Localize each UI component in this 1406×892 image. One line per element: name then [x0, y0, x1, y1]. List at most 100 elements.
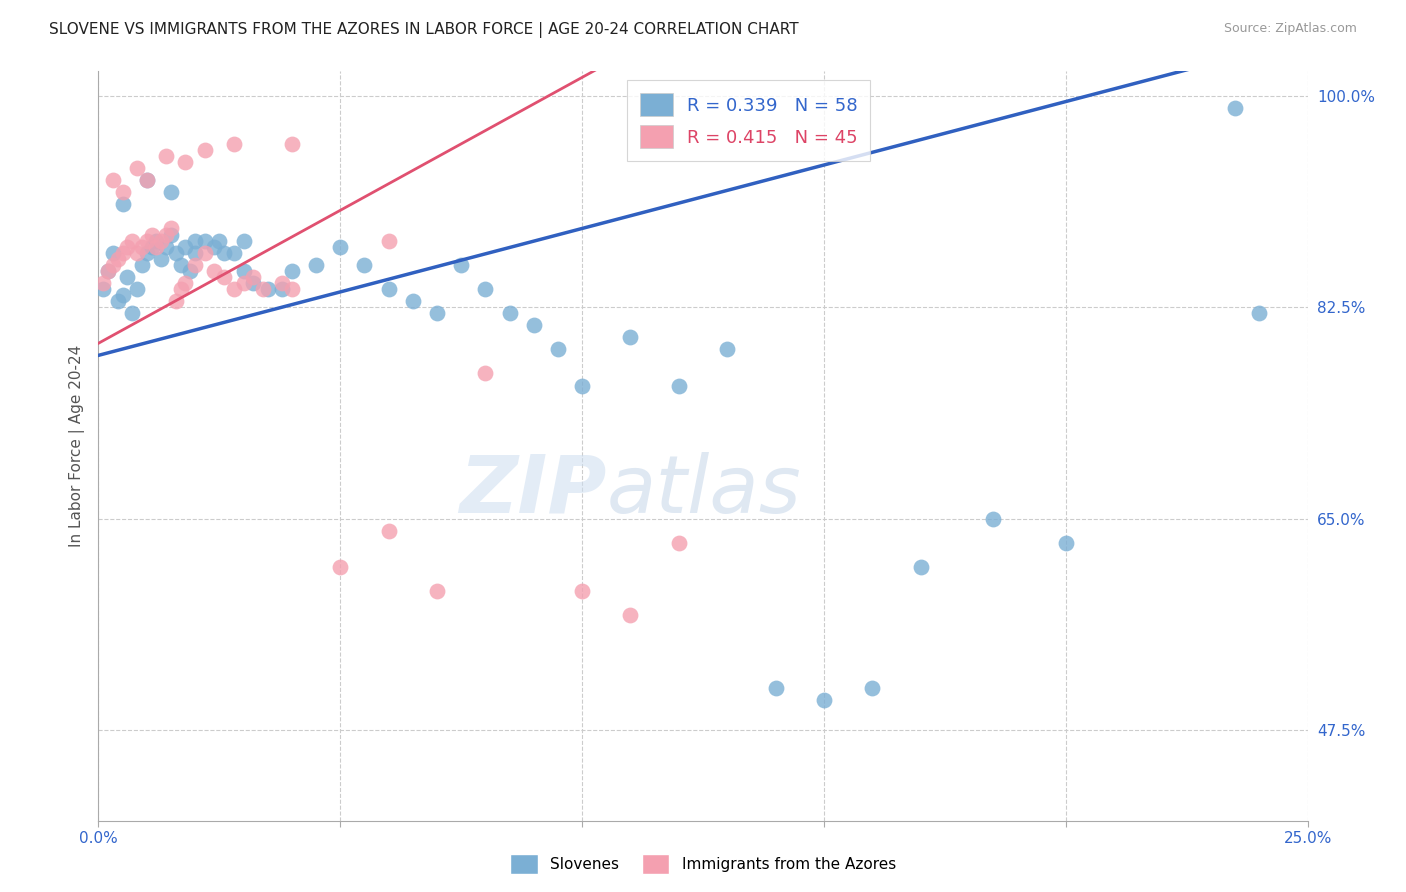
Point — [571, 378, 593, 392]
Point — [474, 282, 496, 296]
Point — [165, 293, 187, 308]
Point — [174, 239, 197, 253]
Point — [155, 149, 177, 163]
Point — [329, 239, 352, 253]
Point — [212, 245, 235, 260]
Point — [91, 282, 114, 296]
Point — [271, 282, 294, 296]
Point — [160, 227, 183, 242]
Point — [1249, 306, 1271, 320]
Point — [1054, 535, 1077, 549]
Point — [141, 239, 163, 253]
Point — [174, 276, 197, 290]
Point — [232, 234, 254, 248]
Point — [194, 245, 217, 260]
Point — [498, 306, 520, 320]
Point — [111, 185, 134, 199]
Point — [145, 239, 167, 253]
Point — [668, 535, 690, 549]
Point — [204, 264, 226, 278]
Point — [111, 288, 134, 302]
Point — [150, 234, 173, 248]
Text: Source: ZipAtlas.com: Source: ZipAtlas.com — [1223, 22, 1357, 36]
Point — [353, 258, 375, 272]
Y-axis label: In Labor Force | Age 20-24: In Labor Force | Age 20-24 — [69, 345, 84, 547]
Point — [174, 155, 197, 169]
Point — [184, 258, 207, 272]
Point — [305, 258, 328, 272]
Point — [179, 264, 201, 278]
Point — [131, 258, 153, 272]
Point — [184, 245, 207, 260]
Point — [402, 293, 425, 308]
Point — [107, 252, 129, 266]
Point — [547, 343, 569, 357]
Point — [101, 245, 124, 260]
Point — [169, 258, 191, 272]
Point — [765, 681, 787, 695]
Point — [91, 276, 114, 290]
Point — [252, 282, 274, 296]
Point — [232, 264, 254, 278]
Point — [329, 559, 352, 574]
Point — [523, 318, 546, 333]
Point — [208, 234, 231, 248]
Point — [256, 282, 278, 296]
Point — [212, 269, 235, 284]
Point — [222, 136, 245, 151]
Point — [271, 276, 294, 290]
Point — [1223, 101, 1246, 115]
Point — [111, 245, 134, 260]
Legend: R = 0.339   N = 58, R = 0.415   N = 45: R = 0.339 N = 58, R = 0.415 N = 45 — [627, 80, 870, 161]
Point — [450, 258, 472, 272]
Point — [377, 282, 399, 296]
Point — [160, 185, 183, 199]
Point — [127, 161, 149, 175]
Point — [135, 245, 157, 260]
Point — [377, 524, 399, 538]
Point — [222, 245, 245, 260]
Point — [160, 221, 183, 235]
Point — [910, 559, 932, 574]
Point — [194, 143, 217, 157]
Point — [474, 367, 496, 381]
Point — [619, 330, 641, 344]
Point — [155, 227, 177, 242]
Point — [184, 234, 207, 248]
Point — [232, 276, 254, 290]
Point — [813, 693, 835, 707]
Point — [117, 239, 139, 253]
Point — [97, 264, 120, 278]
Point — [281, 282, 304, 296]
Point — [169, 282, 191, 296]
Point — [135, 234, 157, 248]
Point — [131, 239, 153, 253]
Point — [619, 608, 641, 623]
Point — [204, 239, 226, 253]
Text: atlas: atlas — [606, 452, 801, 530]
Point — [97, 264, 120, 278]
Point — [127, 282, 149, 296]
Legend: Slovenes, Immigrants from the Azores: Slovenes, Immigrants from the Azores — [505, 848, 901, 880]
Point — [194, 234, 217, 248]
Point — [377, 234, 399, 248]
Point — [101, 258, 124, 272]
Point — [145, 234, 167, 248]
Point — [135, 173, 157, 187]
Point — [155, 239, 177, 253]
Point — [107, 293, 129, 308]
Point — [135, 173, 157, 187]
Point — [150, 252, 173, 266]
Point — [426, 584, 449, 599]
Point — [127, 245, 149, 260]
Point — [101, 173, 124, 187]
Point — [121, 306, 143, 320]
Point — [165, 245, 187, 260]
Point — [242, 276, 264, 290]
Point — [668, 378, 690, 392]
Text: ZIP: ZIP — [458, 452, 606, 530]
Point — [111, 197, 134, 211]
Point — [281, 136, 304, 151]
Point — [716, 343, 738, 357]
Point — [117, 269, 139, 284]
